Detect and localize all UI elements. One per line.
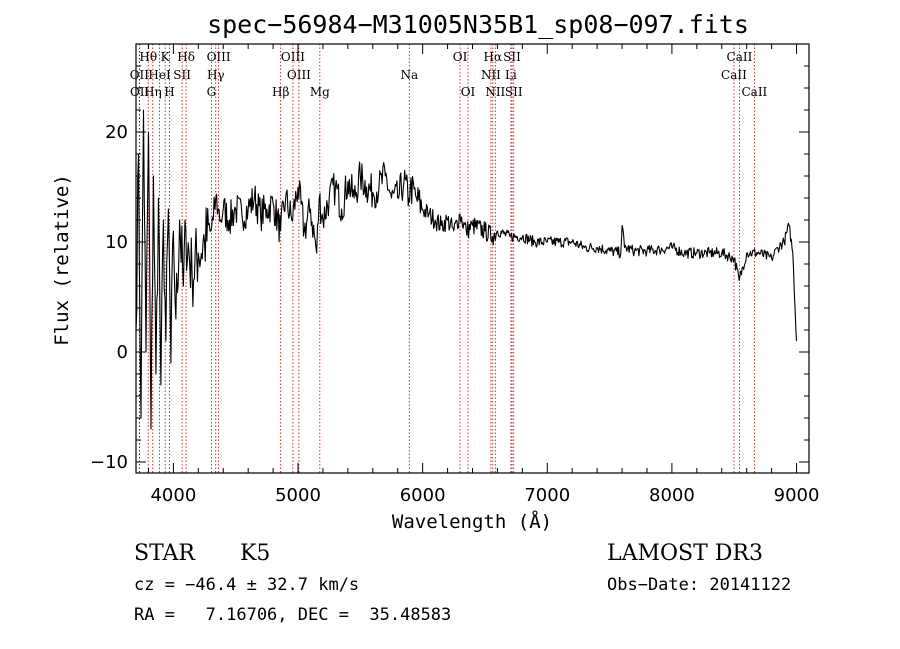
line-label-12: Hγ — [207, 68, 225, 82]
line-label-5: OI — [453, 50, 468, 64]
survey-name: LAMOST DR3 — [607, 541, 763, 566]
y-axis-label: Flux (relative) — [51, 174, 73, 346]
x-tick-label-8000: 8000 — [649, 485, 695, 506]
line-label-16: Li — [505, 68, 517, 82]
chart-title: spec−56984−M31005N35B1_sp08−097.fits — [207, 10, 749, 39]
line-label-2: Hδ — [177, 50, 195, 64]
line-label-23: Mg — [310, 85, 330, 99]
marker-lines-group — [138, 44, 755, 473]
line-label-4: OIII — [281, 50, 305, 64]
spectrum-line — [135, 109, 798, 430]
line-label-20: H — [164, 85, 174, 99]
line-label-6: Hα — [484, 50, 503, 64]
line-label-3: OIII — [207, 50, 231, 64]
x-axis-ticks: 4000 5000 6000 7000 8000 9000 — [147, 44, 820, 506]
x-tick-label-9000: 9000 — [774, 485, 820, 506]
observation-date: Obs−Date: 20141122 — [607, 575, 791, 595]
line-label-11: SII — [173, 68, 191, 82]
line-label-17: CaII — [721, 68, 747, 82]
line-label-18: OII — [130, 85, 150, 99]
line-label-7: SII — [503, 50, 521, 64]
line-label-8: CaII — [727, 50, 753, 64]
line-label-19: Hη — [144, 85, 162, 99]
line-label-25: NII — [485, 85, 505, 99]
line-label-14: Na — [400, 68, 418, 82]
x-axis-label: Wavelength (Å) — [392, 510, 552, 533]
line-label-27: CaII — [741, 85, 767, 99]
line-label-0: Hθ — [139, 50, 157, 64]
line-label-15: NII — [481, 68, 501, 82]
line-label-21: G — [207, 85, 217, 99]
x-tick-label-5000: 5000 — [275, 485, 321, 506]
y-tick-label-3: 20 — [105, 122, 128, 143]
y-axis-ticks: −10 0 10 20 — [90, 65, 809, 473]
sky-coordinates: RA = 7.16706, DEC = 35.48583 — [134, 605, 451, 625]
object-subclass: K5 — [240, 541, 270, 566]
line-label-9: OII — [130, 68, 150, 82]
redshift-cz: cz = −46.4 ± 32.7 km/s — [134, 575, 359, 595]
line-label-26: SII — [505, 85, 523, 99]
x-tick-label-6000: 6000 — [400, 485, 446, 506]
y-tick-label-0: −10 — [90, 452, 128, 473]
x-tick-label-4000: 4000 — [150, 485, 196, 506]
object-class: STAR — [134, 541, 196, 566]
line-label-13: OIII — [287, 68, 311, 82]
y-tick-label-1: 0 — [117, 342, 128, 363]
line-label-24: OI — [461, 85, 476, 99]
plot-frame — [135, 43, 810, 474]
line-label-1: K — [161, 50, 171, 64]
line-label-22: Hβ — [272, 85, 289, 99]
x-tick-label-7000: 7000 — [524, 485, 570, 506]
line-label-10: HeI — [148, 68, 171, 82]
y-tick-label-2: 10 — [105, 232, 128, 253]
